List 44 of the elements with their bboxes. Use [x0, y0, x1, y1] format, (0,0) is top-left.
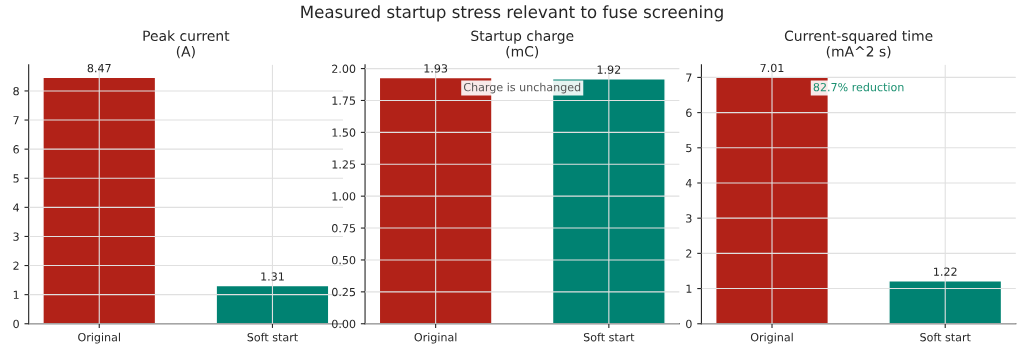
x-tick-label: Soft start [920, 332, 971, 342]
y-tick-label: 5 [13, 174, 19, 183]
y-tick-label: 0 [13, 319, 19, 329]
y-tick-label: 4 [13, 203, 20, 212]
y-tick-label: 8 [13, 86, 19, 96]
x-tick-label: Soft start [583, 332, 635, 342]
text: Measured startup stress relevant to fuse screening [301, 5, 723, 22]
y-tick-label: 0 [686, 319, 692, 329]
y-tick-label: 0.25 [332, 287, 356, 297]
data-label: 1.92 [597, 65, 621, 74]
chart-title: Current-squared time (mA^2 s) [784, 30, 933, 59]
y-tick-label: 1.25 [332, 160, 356, 169]
y-tick-label: 5 [686, 143, 692, 153]
y-tick-label: 1 [13, 290, 19, 299]
x-tick-label: Original [750, 332, 793, 344]
chart-title: Peak current (A) [143, 30, 230, 59]
x-tick-label: Soft start [247, 332, 298, 342]
data-label: 7.01 [760, 63, 784, 73]
y-tick-label: 6 [13, 145, 19, 154]
x-tick-label: Original [414, 332, 457, 344]
x-tick-label: Original [78, 332, 120, 344]
chart-title: Startup charge (mC) [471, 30, 574, 59]
y-tick-label: 1.00 [332, 192, 356, 201]
y-tick-label: 1.50 [332, 128, 356, 137]
data-label: 1.93 [424, 64, 448, 73]
data-label: 1.22 [934, 267, 957, 276]
annotation: 82.7% reduction [813, 82, 904, 92]
data-label: 1.31 [261, 272, 284, 281]
y-tick-label: 7 [686, 73, 692, 82]
y-tick-label: 0.00 [332, 319, 356, 329]
y-tick-label: 3 [686, 214, 692, 223]
data-label: 8.47 [87, 63, 111, 73]
y-tick-label: 7 [13, 116, 19, 125]
y-tick-label: 1.75 [332, 96, 356, 105]
y-tick-label: 0.50 [332, 255, 356, 265]
y-tick-label: 2 [13, 261, 19, 270]
y-tick-label: 2.00 [332, 64, 356, 73]
y-tick-label: 1 [686, 284, 692, 293]
annotation: Charge is unchanged [463, 82, 581, 94]
y-tick-label: 0.75 [332, 224, 356, 233]
y-tick-label: 4 [685, 179, 692, 188]
y-tick-label: 3 [13, 232, 19, 241]
y-tick-label: 6 [686, 108, 692, 117]
y-tick-label: 2 [686, 249, 692, 258]
